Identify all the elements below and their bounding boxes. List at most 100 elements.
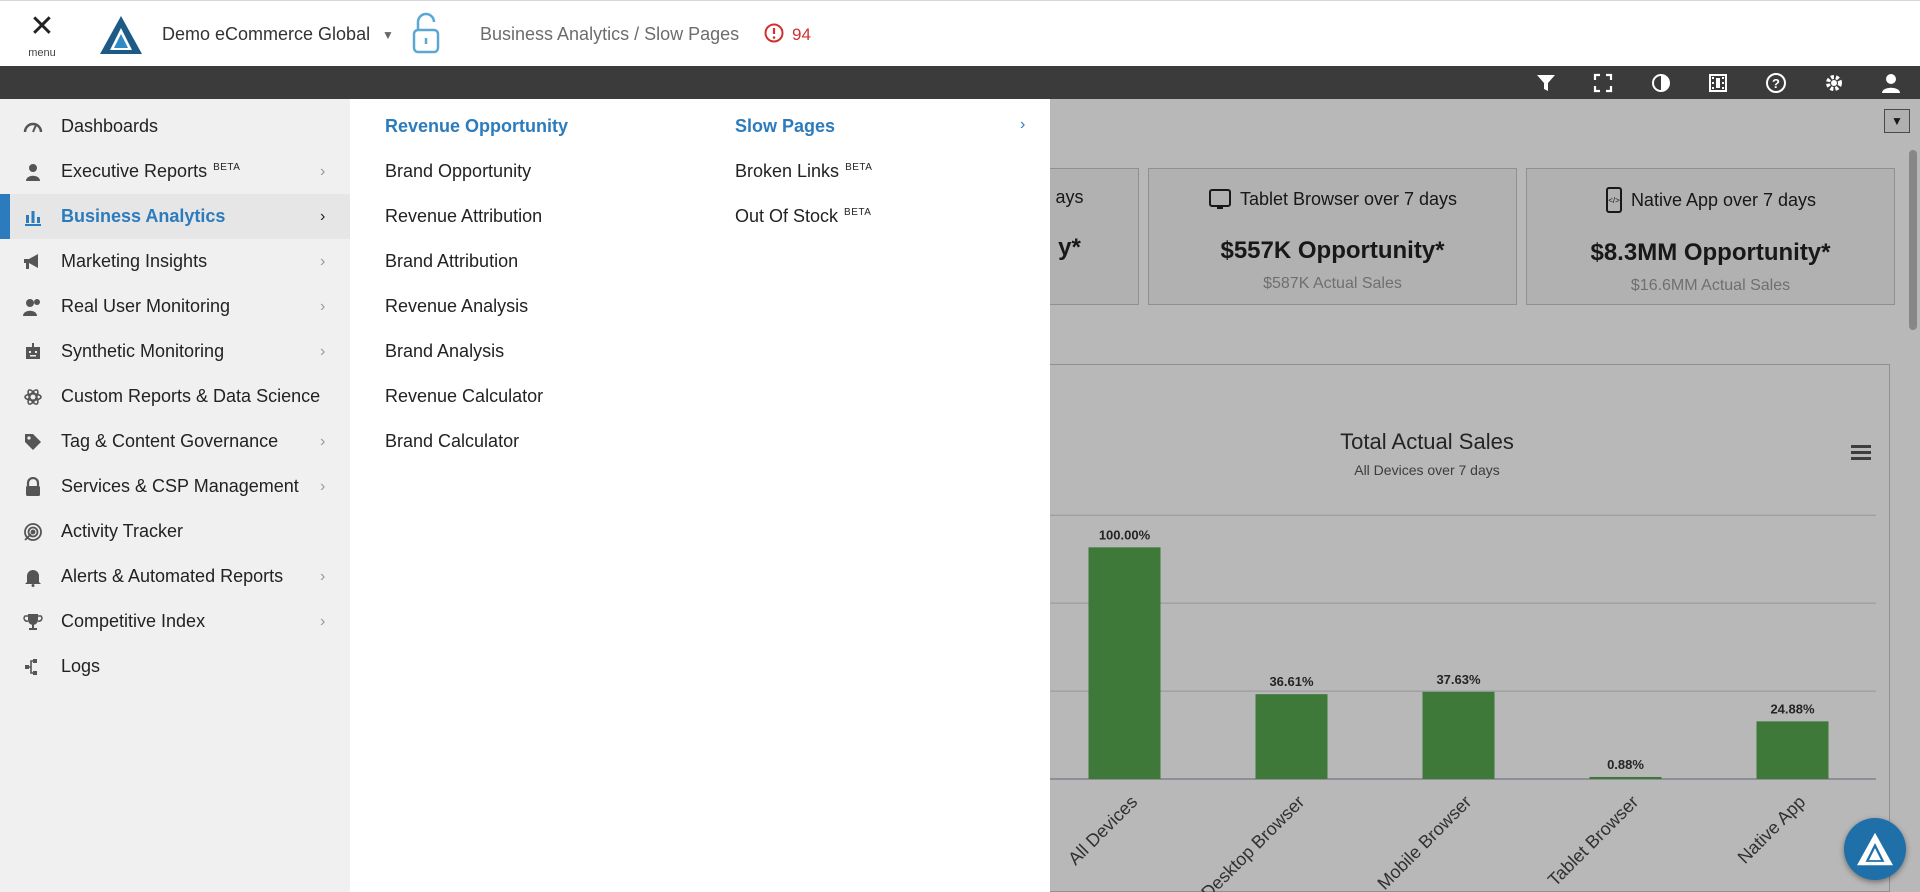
robot-icon <box>22 341 44 363</box>
data-label: 37.63% <box>1436 672 1481 687</box>
alert-count[interactable]: 94 <box>792 25 811 44</box>
card-opportunity: y* <box>1058 234 1081 261</box>
bar-chart-icon <box>22 206 44 228</box>
sidebar-item-label: Activity Tracker <box>61 521 184 541</box>
chart-bar <box>1422 691 1495 779</box>
user-icon[interactable] <box>1879 71 1903 95</box>
chevron-right-icon: › <box>320 477 326 495</box>
chevron-right-icon: › <box>320 342 326 360</box>
settings-icon[interactable] <box>1822 71 1846 95</box>
submenu-item-brand-opportunity[interactable]: Brand Opportunity <box>385 161 532 181</box>
chevron-right-icon: › <box>320 207 326 225</box>
submenu-item-slow-pages[interactable]: Slow Pages <box>735 116 836 136</box>
beta-badge: BETA <box>845 162 873 173</box>
sidebar-item-label: Real User Monitoring <box>61 296 231 316</box>
close-icon: ✕ <box>29 10 55 43</box>
film-icon[interactable] <box>1706 71 1730 95</box>
sidebar-item-label: Marketing Insights <box>61 251 208 271</box>
chart-menu-icon[interactable] <box>1851 445 1871 460</box>
sidebar-item-business-analytics[interactable]: Business Analytics › <box>0 194 350 239</box>
sidebar-item-label: Executive Reports <box>61 161 208 181</box>
sidebar-item-alerts[interactable]: Alerts & Automated Reports › <box>0 554 350 599</box>
card-actual-sales: $587K Actual Sales <box>1263 275 1402 292</box>
data-label: 36.61% <box>1269 674 1314 689</box>
beta-badge: BETA <box>844 207 872 218</box>
sidebar-item-label: Services & CSP Management <box>61 476 299 496</box>
chevron-right-icon: › <box>320 432 326 450</box>
bell-icon <box>22 566 44 588</box>
sidebar-item-label: Competitive Index <box>61 611 206 631</box>
submenu-item-revenue-calculator[interactable]: Revenue Calculator <box>385 386 544 406</box>
submenu-item-label: Out Of Stock <box>735 206 839 226</box>
sidebar-item-label: Tag & Content Governance <box>61 431 279 451</box>
submenu-item-broken-links[interactable]: Broken Links BETA <box>735 161 872 182</box>
chevron-down-icon[interactable]: ▼ <box>382 28 394 42</box>
submenu-item-brand-analysis[interactable]: Brand Analysis <box>385 341 505 361</box>
sidebar: Dashboards Executive Reports BETA › Busin… <box>0 99 350 892</box>
sidebar-item-real-user-monitoring[interactable]: Real User Monitoring › <box>0 284 350 329</box>
contrast-icon[interactable] <box>1649 71 1673 95</box>
gauge-icon <box>22 116 44 138</box>
sidebar-item-competitive-index[interactable]: Competitive Index › <box>0 599 350 644</box>
chevron-right-icon: › <box>320 567 326 585</box>
scrollbar[interactable] <box>1909 150 1917 330</box>
help-icon[interactable]: ? <box>1764 71 1788 95</box>
unlock-icon[interactable] <box>410 12 442 61</box>
logs-icon <box>22 656 44 678</box>
submenu-item-revenue-analysis[interactable]: Revenue Analysis <box>385 296 529 316</box>
company-logo[interactable] <box>98 14 144 61</box>
chevron-right-icon: › <box>320 297 326 315</box>
mobile-app-icon: </> <box>1605 187 1622 213</box>
chart-bar <box>1756 721 1829 779</box>
sidebar-item-tag-governance[interactable]: Tag & Content Governance › <box>0 419 350 464</box>
chevron-right-icon[interactable]: › <box>1020 116 1026 133</box>
submenu-item-brand-attribution[interactable]: Brand Attribution <box>385 251 519 271</box>
toolbar: ? <box>0 66 1920 99</box>
chart-bar <box>1255 694 1328 779</box>
submenu-item-brand-calculator[interactable]: Brand Calculator <box>385 431 520 451</box>
chart-subtitle: All Devices over 7 days <box>1354 462 1500 478</box>
chart-bar <box>1589 776 1662 779</box>
submenu-item-out-of-stock[interactable]: Out Of Stock BETA <box>735 206 871 227</box>
atom-icon <box>22 386 44 408</box>
sidebar-item-custom-reports[interactable]: Custom Reports & Data Science <box>0 374 350 419</box>
menu-toggle-button[interactable]: ✕ menu <box>22 10 62 63</box>
submenu-item-revenue-attribution[interactable]: Revenue Attribution <box>385 206 543 226</box>
sidebar-item-dashboards[interactable]: Dashboards <box>0 104 350 149</box>
sidebar-item-label: Synthetic Monitoring <box>61 341 225 361</box>
breadcrumb: Business Analytics / Slow Pages <box>480 24 740 44</box>
svg-text:?: ? <box>1772 76 1780 91</box>
lock-icon <box>22 476 44 498</box>
filter-icon[interactable] <box>1534 71 1558 95</box>
sidebar-item-services-csp[interactable]: Services & CSP Management › <box>0 464 350 509</box>
data-label: 24.88% <box>1770 701 1815 716</box>
submenu-item-revenue-opportunity[interactable]: Revenue Opportunity <box>385 116 569 136</box>
sidebar-item-synthetic-monitoring[interactable]: Synthetic Monitoring › <box>0 329 350 374</box>
sidebar-item-executive-reports[interactable]: Executive Reports BETA › <box>0 149 350 194</box>
header: ✕ menu Demo eCommerce Global ▼ Business … <box>0 0 1920 66</box>
trophy-icon <box>22 611 44 633</box>
svg-text:</>: </> <box>1608 196 1620 205</box>
sidebar-item-activity-tracker[interactable]: Activity Tracker <box>0 509 350 554</box>
sidebar-item-label: Custom Reports & Data Science <box>61 386 321 406</box>
org-name[interactable]: Demo eCommerce Global <box>162 24 371 44</box>
card-opportunity: $8.3MM Opportunity* <box>1590 239 1831 266</box>
alert-icon[interactable] <box>764 23 784 48</box>
collapse-button[interactable]: ▼ <box>1884 109 1910 133</box>
chevron-right-icon: › <box>320 252 326 270</box>
chat-launcher-button[interactable] <box>1844 818 1906 880</box>
sidebar-item-label: Business Analytics <box>61 206 226 226</box>
beta-badge: BETA <box>213 162 241 173</box>
data-label: 100.00% <box>1099 527 1151 542</box>
brand-logo-icon <box>1857 832 1893 866</box>
chevron-right-icon: › <box>320 162 326 180</box>
sidebar-item-logs[interactable]: Logs <box>0 644 350 689</box>
megaphone-icon <box>22 251 44 273</box>
card-title: ays <box>1055 187 1084 207</box>
sidebar-item-marketing-insights[interactable]: Marketing Insights › <box>0 239 350 284</box>
fullscreen-icon[interactable] <box>1591 71 1615 95</box>
executive-icon <box>22 161 44 183</box>
menu-label: menu <box>28 47 56 59</box>
chevron-right-icon: › <box>320 612 326 630</box>
card-opportunity: $557K Opportunity* <box>1220 237 1445 264</box>
